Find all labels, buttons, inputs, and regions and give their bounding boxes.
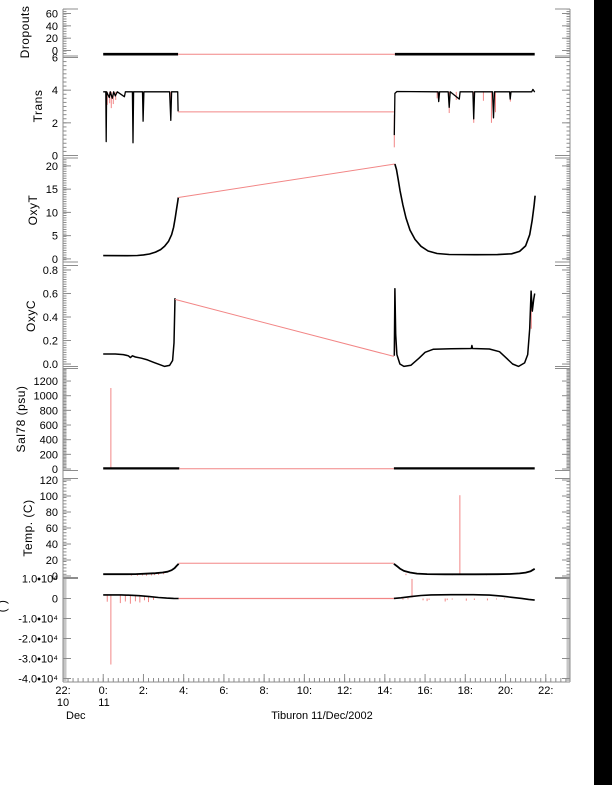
y-axis-title-trans: Trans bbox=[31, 89, 45, 123]
y-tick-label: 0.6 bbox=[43, 288, 58, 300]
y-axis-title-dropouts: Dropouts bbox=[18, 5, 32, 59]
y-tick-label: 2 bbox=[52, 118, 58, 130]
series-black-temp bbox=[103, 563, 180, 576]
series-black-temp bbox=[393, 563, 536, 576]
x-tick-label: 18: bbox=[458, 685, 473, 697]
x-tick-label: 20: bbox=[498, 685, 513, 697]
y-tick-label: 10 bbox=[46, 207, 58, 219]
y-tick-label: 0 bbox=[52, 254, 58, 266]
y-tick-label: 20 bbox=[46, 33, 58, 45]
panel-oxyt: 0 5 10 15 20 bbox=[46, 157, 570, 266]
y-tick-label: 0.8 bbox=[43, 265, 58, 277]
y-axis-title-sal78: Sal78 (psu) bbox=[14, 385, 28, 453]
x-tick-label: 12: bbox=[337, 685, 352, 697]
series-black-oxyc bbox=[103, 298, 176, 368]
y-tick-label: -4.0•10⁴ bbox=[18, 674, 58, 686]
y-tick-label: 120 bbox=[40, 475, 58, 487]
panel-sal78: 0 200 400 600 800 1000 1200 bbox=[34, 368, 570, 476]
series-black-bottom bbox=[103, 594, 179, 600]
x-tick-label: 10: bbox=[297, 685, 312, 697]
y-axis-title-temp: Temp. (C) bbox=[21, 499, 35, 557]
x-tick-label: 6: bbox=[219, 685, 228, 697]
y-axis-title-oxyc: OxyC bbox=[24, 300, 38, 332]
y-tick-label: 15 bbox=[46, 184, 58, 196]
x-tick-label: 22: bbox=[538, 685, 553, 697]
x-tick-label: 2: bbox=[139, 685, 148, 697]
series-red-oxyt bbox=[178, 163, 395, 198]
y-tick-label: -3.0•10⁴ bbox=[18, 654, 58, 666]
y-tick-label: 0 bbox=[52, 46, 58, 58]
y-tick-label: 20 bbox=[46, 555, 58, 567]
y-tick-label: 60 bbox=[46, 523, 58, 535]
panel-trans: 0 2 4 6 bbox=[52, 53, 570, 163]
day-label-11: 11 bbox=[98, 697, 110, 709]
y-tick-label: 6 bbox=[52, 53, 58, 65]
y-tick-label: 800 bbox=[40, 405, 58, 417]
y-tick-label: 1000 bbox=[34, 391, 58, 403]
right-black-strip bbox=[594, 0, 612, 785]
x-tick-label: 22: bbox=[55, 685, 70, 697]
y-tick-label: 60 bbox=[46, 9, 58, 21]
y-tick-label: -2.0•10⁴ bbox=[18, 634, 58, 646]
series-black-trans bbox=[103, 91, 179, 144]
y-tick-label: 400 bbox=[40, 435, 58, 447]
y-tick-label: 0.2 bbox=[43, 336, 58, 348]
series-red-oxyc bbox=[174, 298, 395, 357]
y-axis-title-clipped: ( ) bbox=[0, 600, 9, 613]
y-tick-label: 0.4 bbox=[43, 312, 58, 324]
y-tick-label: 1200 bbox=[34, 376, 58, 388]
x-tick-label: 4: bbox=[179, 685, 188, 697]
y-tick-label: 5 bbox=[52, 231, 58, 243]
month-label: Dec bbox=[66, 710, 86, 722]
x-tick-label: 14: bbox=[377, 685, 392, 697]
day-label-10: 10 bbox=[56, 697, 70, 709]
series-black-oxyt bbox=[103, 197, 180, 257]
y-tick-label: 200 bbox=[40, 449, 58, 461]
y-tick-label: 0 bbox=[52, 464, 58, 476]
series-black-oxyc bbox=[393, 288, 536, 368]
y-axis-title-oxyt: OxyT bbox=[26, 194, 40, 226]
x-axis-ticks: 22: 0: 2: 4: 6: 8: 10: 12: 14: 16: 18: 20: 22: bbox=[55, 674, 567, 697]
y-tick-label: 0 bbox=[52, 151, 58, 163]
plot-title: Tiburon 11/Dec/2002 bbox=[271, 710, 373, 722]
x-tick-label: 0: bbox=[99, 685, 108, 697]
panel-oxyc: 0.0 0.2 0.4 0.6 0.8 bbox=[43, 265, 570, 371]
y-tick-label: 40 bbox=[46, 21, 58, 33]
y-tick-label: -1.0•10⁴ bbox=[18, 614, 58, 626]
y-tick-label: 0 bbox=[52, 571, 58, 583]
x-tick-label: 8: bbox=[260, 685, 269, 697]
series-black-trans bbox=[393, 88, 536, 136]
y-tick-label: 0 bbox=[52, 594, 58, 606]
y-tick-label: 80 bbox=[46, 507, 58, 519]
y-tick-label: 0.0 bbox=[43, 359, 58, 371]
y-tick-label: 600 bbox=[40, 420, 58, 432]
y-tick-label: 40 bbox=[46, 539, 58, 551]
x-tick-label: 16: bbox=[417, 685, 432, 697]
y-tick-label: 20 bbox=[46, 161, 58, 173]
series-black-bottom bbox=[393, 593, 535, 601]
y-tick-label: 1.0•10⁴ bbox=[22, 574, 58, 586]
y-tick-label: 4 bbox=[52, 85, 58, 97]
panel-temp: 0 20 40 60 80 100 120 bbox=[40, 475, 570, 583]
series-black-oxyt bbox=[394, 163, 536, 256]
y-tick-label: 100 bbox=[40, 491, 58, 503]
